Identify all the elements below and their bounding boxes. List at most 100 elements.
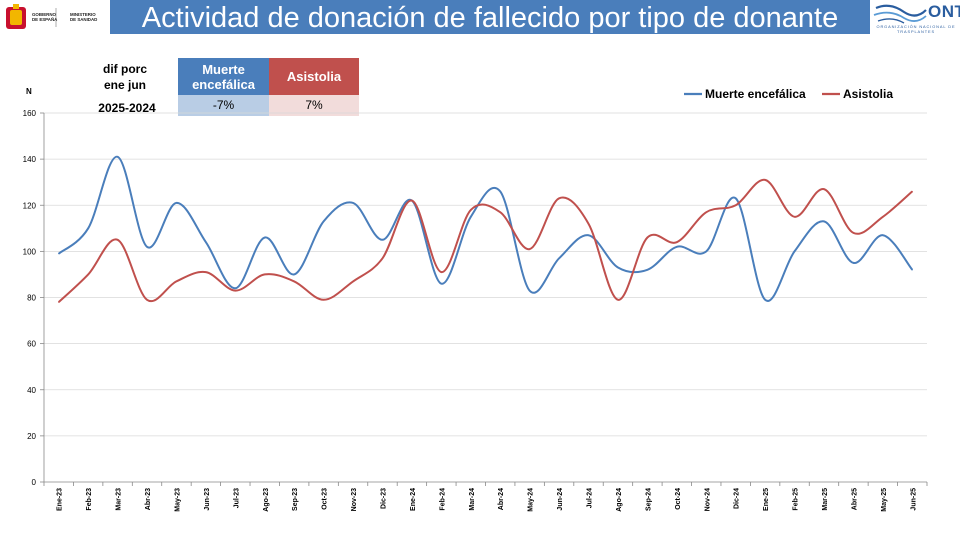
comparison-header-asistolia: Asistolia [269, 58, 359, 95]
data-point [293, 280, 295, 282]
y-tick-label: 20 [27, 432, 36, 441]
data-point [793, 250, 796, 252]
data-point [352, 202, 354, 204]
x-tick-label: Mar-23 [116, 488, 123, 511]
x-tick-label: Jun-25 [910, 488, 917, 511]
x-tick-label: Dic-24 [734, 488, 741, 509]
data-point [323, 220, 325, 222]
data-point [764, 299, 766, 301]
x-tick-label: Abr-23 [145, 488, 152, 510]
x-tick-label: Feb-25 [793, 488, 800, 511]
data-point [882, 216, 884, 218]
data-point [205, 271, 207, 273]
data-point [617, 299, 619, 301]
data-point [205, 241, 207, 243]
data-point [440, 271, 442, 273]
y-tick-label: 140 [23, 155, 37, 164]
x-tick-label: Oct-24 [675, 488, 682, 510]
data-point [499, 190, 501, 193]
data-point [470, 209, 472, 211]
ministry-text: MINISTERIO DE SANIDAD [70, 12, 98, 23]
data-point [293, 273, 295, 276]
data-point [87, 273, 89, 276]
data-point [705, 211, 707, 213]
data-point [470, 216, 472, 218]
chart-gridlines [44, 112, 927, 437]
data-point [58, 253, 60, 255]
data-point [587, 234, 590, 236]
government-logo [2, 3, 106, 31]
data-point [264, 236, 266, 239]
data-point [146, 246, 148, 248]
data-point [646, 269, 648, 271]
data-point [116, 239, 119, 241]
data-point [911, 190, 913, 193]
comparison-period: 2025-2024 [98, 101, 156, 115]
legend-label-asistolia: Asistolia [843, 87, 893, 101]
data-point [352, 280, 354, 282]
x-tick-label: May-24 [528, 488, 535, 512]
data-point [529, 248, 531, 250]
y-tick-label: 100 [23, 247, 37, 256]
x-tick-label: Jul-23 [233, 488, 240, 508]
data-point [234, 287, 236, 289]
data-point [440, 283, 442, 285]
x-tick-label: Ene-23 [57, 488, 64, 511]
y-tick-label: 160 [23, 109, 37, 118]
page-title: Actividad de donación de fallecido por t… [141, 2, 839, 34]
data-point [58, 301, 60, 303]
gov-logo-text: GOBIERNO DE ESPAÑA [32, 12, 58, 23]
chart-axes: 0 20 40 60 80 100 120 140 160 Ene-23 Feb-23 Mar-23 A… [23, 109, 928, 512]
x-tick-label: Mar-24 [469, 488, 476, 511]
x-tick-label: Feb-24 [439, 488, 446, 511]
data-point [587, 223, 590, 225]
data-point [411, 200, 413, 202]
data-point [529, 289, 531, 292]
x-tick-label: Jul-24 [587, 488, 594, 508]
y-tick-label: 80 [27, 294, 36, 303]
data-point [735, 204, 737, 206]
comparison-value-muerte: -7% [178, 95, 269, 116]
title-band [110, 0, 870, 34]
data-point [911, 269, 913, 271]
data-point [87, 227, 89, 229]
x-tick-label: Jun-23 [204, 488, 211, 511]
x-tick-label: Jun-24 [557, 488, 564, 511]
x-tick-label: Ene-24 [410, 488, 417, 511]
x-tick-label: Ene-25 [763, 488, 770, 511]
x-tick-label: May-23 [174, 488, 181, 512]
data-point [823, 220, 825, 222]
data-point [558, 197, 560, 199]
x-tick-label: Abr-24 [498, 488, 505, 510]
y-tick-label: 40 [27, 386, 36, 395]
ont-name: ONT [928, 2, 960, 21]
data-point [646, 236, 648, 239]
data-point [381, 239, 384, 241]
x-tick-label: Abr-25 [851, 488, 858, 510]
y-axis-label: N [26, 87, 32, 96]
data-point [499, 211, 501, 213]
x-tick-label: Ago-24 [616, 488, 623, 512]
data-point [617, 266, 619, 269]
data-point [705, 250, 707, 252]
data-point [764, 179, 766, 181]
comparison-header-muerte: Muerte encefálica [178, 58, 269, 95]
x-tick-label: Dic-23 [380, 488, 387, 509]
data-point [558, 257, 560, 259]
data-point [264, 273, 266, 276]
data-point [381, 257, 384, 259]
y-tick-label: 120 [23, 201, 37, 210]
chart-legend: Muerte encefálica Asistolia [684, 87, 893, 101]
ont-logo [870, 0, 960, 36]
data-point [234, 289, 236, 292]
data-point [116, 156, 119, 158]
data-point [852, 232, 855, 234]
data-point [852, 262, 855, 264]
data-point [175, 280, 178, 282]
ont-subtitle: ORGANIZACIÓN NACIONAL DE TRASPLANTES [876, 24, 956, 34]
data-point [735, 197, 737, 199]
data-point [676, 246, 678, 248]
series-line-asistolia [58, 178, 913, 303]
coat-of-arms-icon [6, 4, 57, 29]
comparison-value-asistolia: 7% [269, 95, 359, 116]
